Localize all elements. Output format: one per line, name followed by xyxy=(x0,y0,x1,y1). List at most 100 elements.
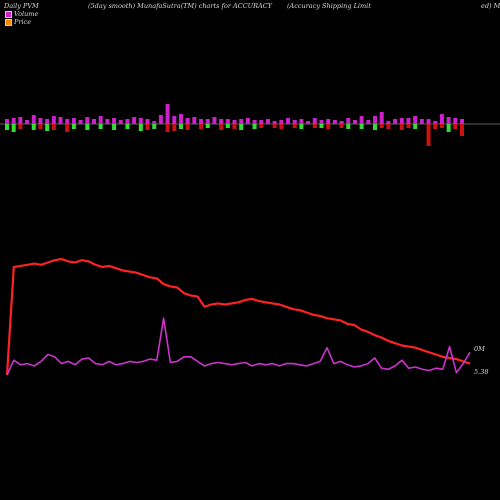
legend-price-label: Price xyxy=(14,18,32,26)
volume-bar-up xyxy=(439,114,444,124)
price-line xyxy=(5,258,471,376)
volume-bar-down xyxy=(172,124,177,131)
volume-bar-up xyxy=(78,120,83,124)
volume-bar-down xyxy=(65,124,70,132)
volume-bar-up xyxy=(299,119,304,124)
volume-bar-down xyxy=(426,124,431,146)
volume-bar-down xyxy=(279,124,284,129)
volume-bar-up xyxy=(460,119,464,124)
volume-bar-up xyxy=(5,119,9,124)
volume-bar-down xyxy=(319,124,324,128)
price-swatch-icon xyxy=(5,18,12,26)
volume-bar-down xyxy=(71,124,76,129)
volume-bar-up xyxy=(85,117,90,124)
volume-bar-up xyxy=(406,118,411,124)
volume-bar-up xyxy=(31,115,36,124)
volume-bar-up xyxy=(118,120,123,124)
volume-bar-up xyxy=(259,120,264,124)
volume-bar-down xyxy=(379,124,384,128)
volume-bar-down xyxy=(225,124,230,128)
volume-bar-down xyxy=(232,124,237,129)
volume-bar-up xyxy=(332,120,337,124)
volume-bar-up xyxy=(51,116,56,124)
volume-bar-up xyxy=(433,121,438,124)
volume-bar-down xyxy=(138,124,143,131)
volume-bar-down xyxy=(165,124,170,132)
volume-bar-up xyxy=(245,118,250,124)
volume-bar-up xyxy=(205,119,210,124)
volume-bar-up xyxy=(125,119,130,124)
volume-bar-down xyxy=(413,124,418,129)
volume-bar-up xyxy=(232,120,237,124)
header-left: Daily PVM xyxy=(4,2,39,10)
volume-bar-down xyxy=(386,124,391,129)
volume-bar-down xyxy=(38,124,43,129)
volume-bar-up xyxy=(38,118,43,124)
volume-bar-down xyxy=(439,124,444,128)
volume-tick-label: 0M xyxy=(474,345,485,353)
volume-bar-down xyxy=(346,124,351,129)
volume-bar-up xyxy=(165,104,170,124)
volume-bar-up xyxy=(373,116,378,124)
volume-bar-down xyxy=(199,124,204,129)
volume-bar-up xyxy=(359,116,364,124)
volume-bar-up xyxy=(312,118,317,124)
volume-bar-up xyxy=(225,119,230,124)
volume-bar-up xyxy=(192,117,197,124)
volume-bar-up xyxy=(145,119,150,124)
volume-bar-up xyxy=(18,117,23,124)
volume-bar-down xyxy=(5,124,9,130)
volume-bar-down xyxy=(178,124,183,129)
volume-bar-down xyxy=(326,124,331,129)
volume-bar-up xyxy=(413,116,418,124)
volume-bar-up xyxy=(319,120,324,124)
volume-bar-up xyxy=(65,119,70,124)
volume-bar-down xyxy=(219,124,224,130)
volume-bar-down xyxy=(112,124,117,130)
volume-bar-up xyxy=(152,121,157,124)
volume-bar-down xyxy=(85,124,90,130)
volume-bar-up xyxy=(379,112,384,124)
volume-bar-down xyxy=(460,124,464,136)
volume-bar-up xyxy=(138,118,143,124)
volume-bar-up xyxy=(326,119,331,124)
volume-bar-down xyxy=(205,124,210,128)
volume-bar-down xyxy=(11,124,16,132)
volume-bar-up xyxy=(306,121,311,124)
volume-bar-up xyxy=(399,118,404,124)
volume-bar-up xyxy=(352,120,357,124)
volume-bar-down xyxy=(453,124,458,129)
volume-bar-up xyxy=(158,115,163,124)
volume-bar-down xyxy=(125,124,130,129)
volume-bar-up xyxy=(185,118,190,124)
volume-bar-up xyxy=(212,117,217,124)
volume-bar-down xyxy=(272,124,277,128)
volume-bar-down xyxy=(312,124,317,128)
volume-bar-up xyxy=(272,121,277,124)
volume-bar-up xyxy=(112,118,117,124)
volume-bar-down xyxy=(446,124,451,132)
volume-bar-down xyxy=(433,124,438,129)
volume-swatch-icon xyxy=(5,10,12,18)
volume-bar-down xyxy=(152,124,157,129)
legend-volume-label: Volume xyxy=(14,10,39,18)
volume-bar-down xyxy=(399,124,404,130)
volume-bar-down xyxy=(299,124,304,129)
volume-bar-up xyxy=(132,117,137,124)
volume-bar-up xyxy=(386,121,391,124)
volume-bar-up xyxy=(346,118,351,124)
volume-bar-up xyxy=(239,119,244,124)
volume-bar-up xyxy=(199,119,204,124)
volume-bar-up xyxy=(45,119,50,124)
volume-bar-down xyxy=(51,124,56,130)
volume-bar-up xyxy=(172,116,177,124)
volume-bar-down xyxy=(18,124,23,129)
header-mid: (5day smooth) MunafaSutra(TM) charts for… xyxy=(88,2,273,10)
volume-bar-up xyxy=(339,121,344,124)
volume-bar-down xyxy=(339,124,344,128)
volume-bar-down xyxy=(406,124,411,128)
volume-bar-up xyxy=(219,119,224,124)
volume-bar-up xyxy=(105,119,110,124)
volume-bar-up xyxy=(279,120,284,124)
